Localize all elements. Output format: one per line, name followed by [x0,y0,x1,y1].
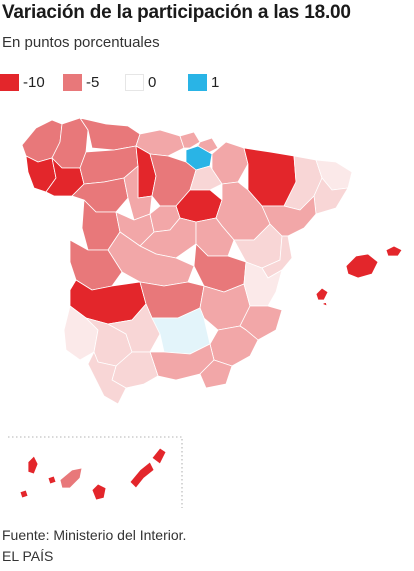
province-asturias [79,117,141,151]
legend: -10 -5 0 1 [0,72,414,92]
island-formentera [321,301,328,307]
chart-title: Variación de la participación a las 18.0… [2,2,351,23]
chart-subtitle: En puntos porcentuales [2,34,160,51]
island-ibiza [315,287,329,301]
publisher-credit: EL PAÍS [2,548,54,564]
province-cadiz [87,351,127,405]
source-note: Fuente: Ministerio del Interior. [2,527,187,543]
province-vizcaya [179,131,201,149]
legend-label-one: 1 [211,73,220,91]
spain-province-map [8,117,403,508]
island-el-hierro [19,489,29,499]
canary-inset-border [8,436,183,508]
legend-item-minus10: -10 [0,72,45,92]
island-tenerife [59,467,83,489]
province-tarragona [261,195,317,237]
legend-swatch-minus10 [0,73,19,91]
island-menorca [385,245,403,257]
legend-item-zero: 0 [125,72,156,92]
legend-swatch-minus5 [63,73,82,91]
legend-item-minus5: -5 [63,72,99,92]
legend-swatch-one [188,73,207,91]
legend-item-one: 1 [188,72,219,92]
province-la-rioja [189,165,223,191]
island-la-palma [27,455,39,475]
province-almeria [199,359,233,389]
legend-label-minus10: -10 [23,73,45,91]
island-mallorca [345,253,379,279]
legend-label-zero: 0 [148,73,157,91]
province-valladolid [123,165,153,221]
legend-swatch-zero [125,73,144,91]
island-la-gomera [47,475,57,485]
island-fuerteventura [129,461,155,489]
legend-label-minus5: -5 [86,73,100,91]
island-gran-canaria [91,483,107,501]
island-lanzarote [151,447,167,465]
